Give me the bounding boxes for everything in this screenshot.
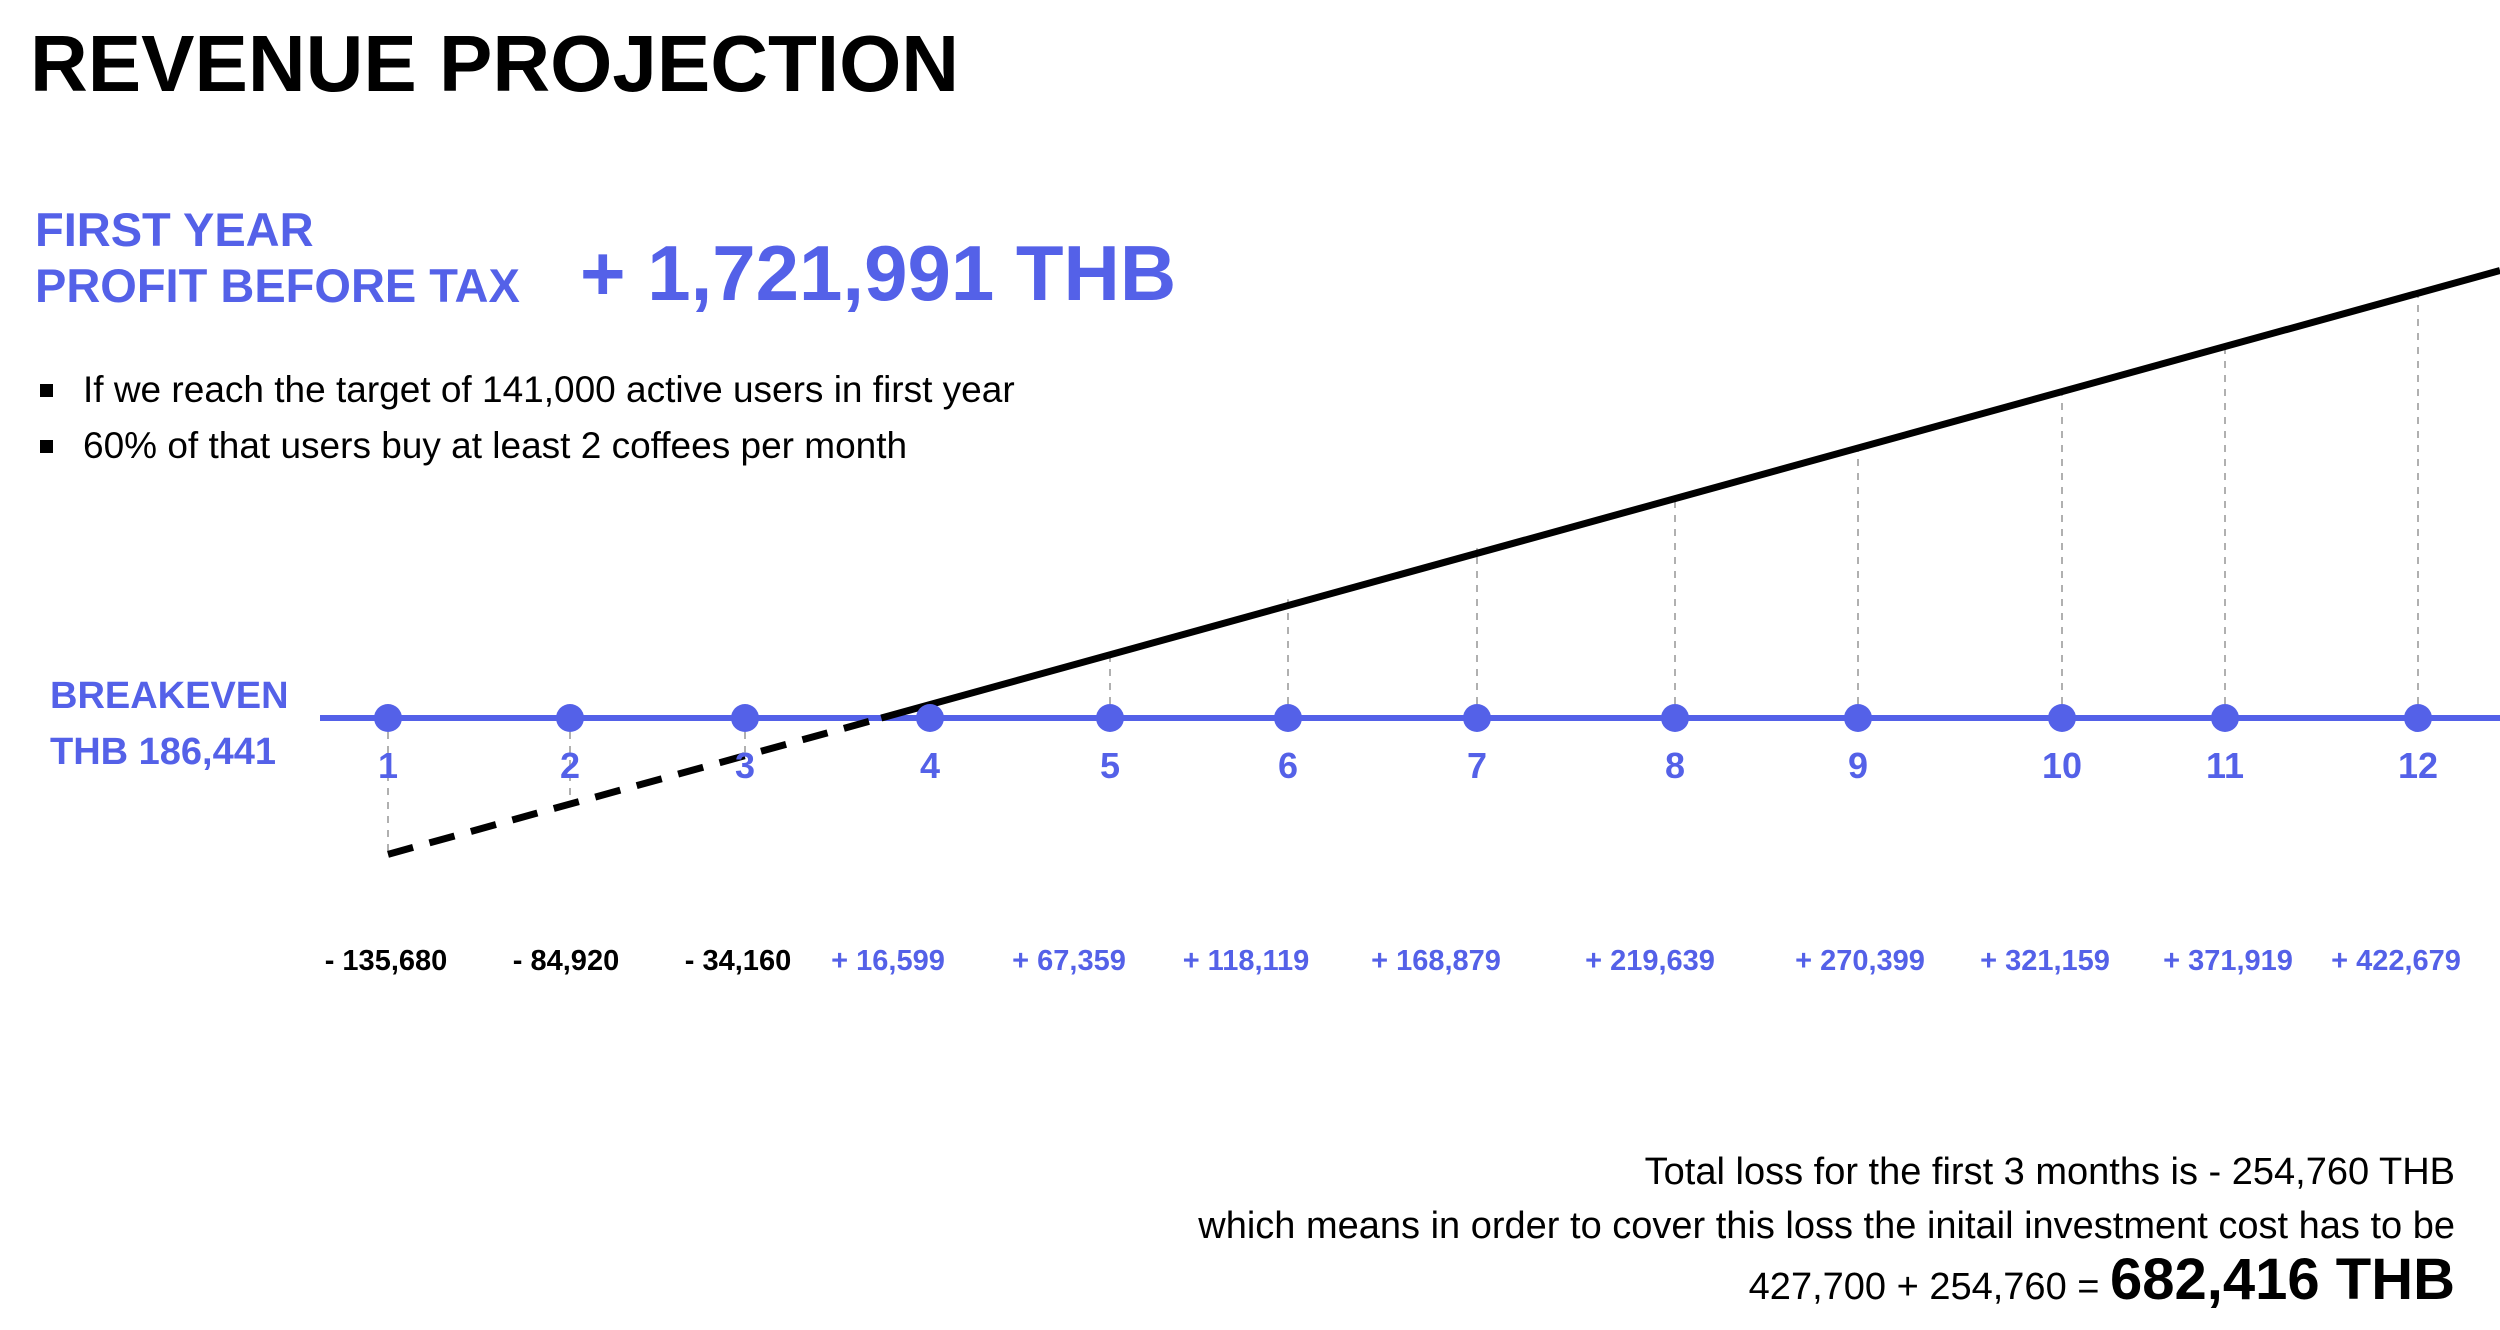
month-dot: [1844, 704, 1872, 732]
month-value-label: + 168,879: [1371, 945, 1501, 977]
footer-summary: Total loss for the first 3 months is - 2…: [1198, 1145, 2455, 1314]
month-tick-label: 5: [1100, 745, 1120, 786]
loss-trend-line: [387, 714, 883, 858]
month-dot: [1463, 704, 1491, 732]
assumption-text: If we reach the target of 141,000 active…: [83, 369, 1015, 410]
footer-total-loss: Total loss for the first 3 months is - 2…: [1644, 1151, 2455, 1193]
breakeven-label-line1: BREAKEVEN: [50, 675, 289, 717]
month-value-label: + 118,119: [1183, 945, 1310, 977]
month-value-label: - 34,160: [685, 945, 791, 977]
month-dot: [556, 704, 584, 732]
month-dot: [1096, 704, 1124, 732]
profit-trend-line: [880, 267, 2500, 722]
assumption-text: 60% of that users buy at least 2 coffees…: [83, 425, 908, 466]
month-value-label: + 422,679: [2331, 945, 2461, 977]
breakeven-label: BREAKEVEN THB 186,441: [50, 668, 289, 780]
month-value-label: - 135,680: [325, 945, 448, 977]
profit-value: + 1,721,991 THB: [580, 229, 1177, 317]
month-tick-label: 1: [378, 745, 398, 786]
month-dot: [2048, 704, 2076, 732]
month-value-label: + 371,919: [2163, 945, 2293, 977]
profit-label-line2: PROFIT BEFORE TAX: [35, 259, 520, 312]
month-dot: [731, 704, 759, 732]
month-tick-label: 12: [2398, 745, 2438, 786]
month-value-label: + 67,359: [1012, 945, 1126, 977]
month-value-label: + 270,399: [1795, 945, 1925, 977]
month-value-label: - 84,920: [513, 945, 619, 977]
month-tick-label: 4: [920, 745, 940, 786]
month-dot: [2211, 704, 2239, 732]
month-value-label: + 16,599: [831, 945, 945, 977]
month-tick-label: 6: [1278, 745, 1298, 786]
month-tick-label: 10: [2042, 745, 2082, 786]
month-value-label: + 321,159: [1980, 945, 2110, 977]
month-tick-label: 8: [1665, 745, 1685, 786]
month-dot: [2404, 704, 2432, 732]
bullet-square-icon: [40, 439, 53, 453]
month-tick-label: 7: [1467, 745, 1487, 786]
page-title: REVENUE PROJECTION: [30, 19, 960, 108]
profit-label: FIRST YEAR PROFIT BEFORE TAX: [35, 202, 520, 314]
bullet-square-icon: [40, 383, 53, 397]
footer-investment-total: 682,416 THB: [2110, 1247, 2455, 1312]
footer-calc-text: 427,700 + 254,760 =: [1748, 1266, 2100, 1308]
month-dot: [374, 704, 402, 732]
profit-label-line1: FIRST YEAR: [35, 203, 314, 256]
footer-calculation: 427,700 + 254,760 = 682,416 THB: [1198, 1251, 2455, 1314]
month-tick-label: 9: [1848, 745, 1868, 786]
footer-explanation: which means in order to cover this loss …: [1198, 1205, 2455, 1247]
month-tick-label: 11: [2206, 745, 2244, 786]
month-tick-label: 3: [735, 745, 755, 786]
month-value-label: + 219,639: [1585, 945, 1715, 977]
month-dot: [1661, 704, 1689, 732]
assumption-item: 60% of that users buy at least 2 coffees…: [40, 418, 1015, 474]
month-dot: [916, 704, 944, 732]
month-tick-label: 2: [560, 745, 580, 786]
assumption-list: If we reach the target of 141,000 active…: [40, 362, 1015, 474]
assumption-item: If we reach the target of 141,000 active…: [40, 362, 1015, 418]
breakeven-value: THB 186,441: [50, 731, 277, 773]
month-dot: [1274, 704, 1302, 732]
